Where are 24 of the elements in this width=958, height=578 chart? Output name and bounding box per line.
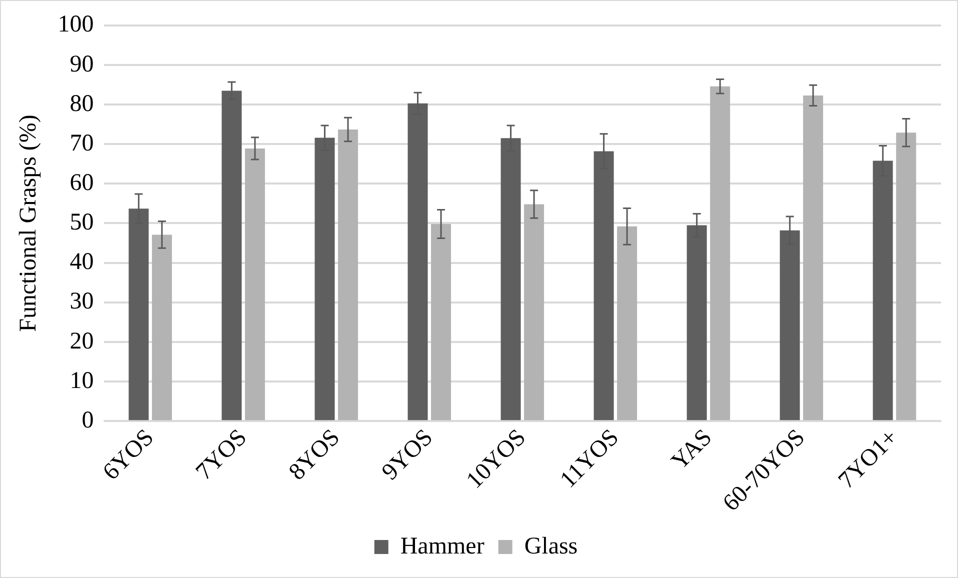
y-tick-label: 70 — [70, 130, 94, 156]
y-tick-label: 0 — [82, 407, 94, 434]
y-tick-label: 90 — [70, 51, 94, 78]
bar — [244, 148, 265, 420]
y-tick-label: 60 — [70, 170, 94, 196]
bar — [896, 132, 916, 420]
bar — [152, 234, 172, 420]
bar — [431, 224, 452, 420]
x-tick-label: YAS — [666, 424, 718, 476]
y-tick-label: 100 — [58, 12, 94, 38]
bar — [338, 129, 358, 420]
bar — [524, 204, 544, 420]
y-tick-label: 40 — [70, 249, 94, 276]
bar — [617, 226, 638, 420]
legend-label: Hammer — [400, 533, 484, 560]
y-tick-label: 30 — [70, 288, 94, 315]
bar — [803, 95, 824, 420]
y-tick-label: 20 — [70, 328, 94, 354]
bar — [710, 86, 730, 420]
y-tick-label: 80 — [70, 90, 94, 117]
legend-label: Glass — [524, 533, 578, 560]
y-axis-title: Functional Grasps (%) — [16, 114, 42, 332]
y-tick-label: 10 — [70, 368, 94, 394]
y-tick-label: 50 — [70, 210, 94, 236]
